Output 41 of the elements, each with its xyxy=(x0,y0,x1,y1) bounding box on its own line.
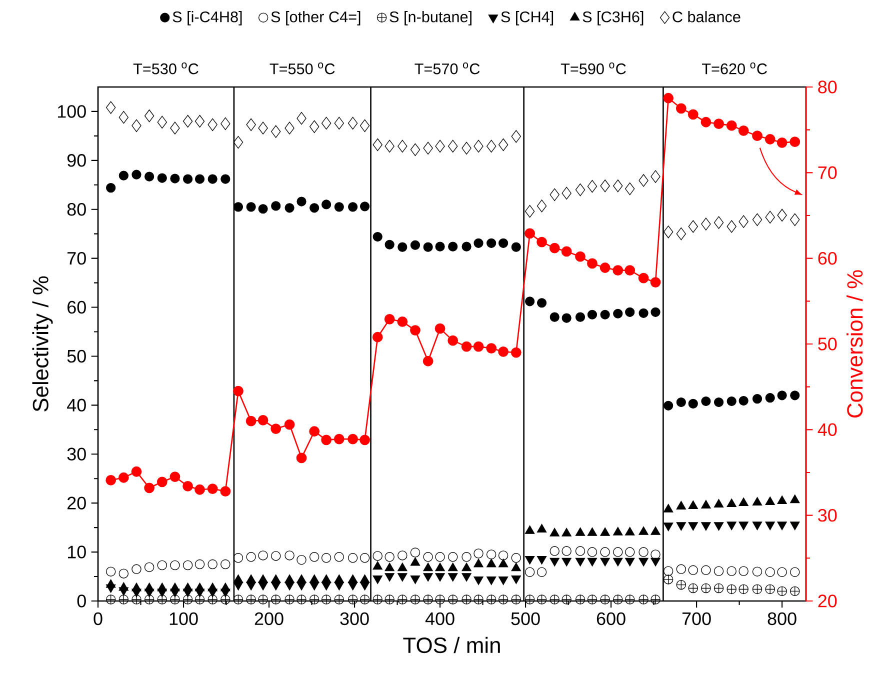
text: T=530 $^{o}$C xyxy=(133,62,198,74)
y-tick-label: 40 xyxy=(67,398,86,412)
y2-tick-label: 80 xyxy=(818,80,837,94)
y-tick-label: 80 xyxy=(67,202,86,216)
y-tick-label: 70 xyxy=(68,252,86,265)
y2-tick-label: 70 xyxy=(818,166,837,180)
x-tick-label: 200 xyxy=(254,612,284,626)
y-tick-label: 10 xyxy=(68,546,86,558)
x-axis-title: TOS / min xyxy=(403,636,500,654)
x-tick-label: 0 xyxy=(94,612,102,626)
y2-tick-label: 50 xyxy=(818,338,837,350)
legend-label: S [other C4=] xyxy=(271,11,360,26)
x-tick-label: 400 xyxy=(425,612,454,626)
legend-label: S [C3H6] xyxy=(582,11,644,26)
x-tick-label: 600 xyxy=(596,612,626,626)
text: T=620 $^{o}$C xyxy=(702,62,767,74)
x-tick-label: 800 xyxy=(768,612,796,626)
y-axis-title: Selectivity / % xyxy=(32,276,53,412)
y-tick-label: 90 xyxy=(67,154,86,167)
y2-tick-label: 30 xyxy=(818,508,837,522)
y-tick-label: 100 xyxy=(58,105,86,118)
y2-tick-label: 60 xyxy=(818,252,837,265)
text: T=550 $^{o}$C xyxy=(270,62,335,74)
legend-label: S [n-butane] xyxy=(390,11,472,26)
y-tick-label: 50 xyxy=(67,350,86,363)
y2-axis-title: Conversion / % xyxy=(846,270,863,418)
legend-label: C balance xyxy=(672,11,740,22)
x-tick-label: 700 xyxy=(682,612,711,626)
y-tick-label: 30 xyxy=(67,448,86,460)
y-tick-label: 0 xyxy=(77,594,86,608)
y2-tick-label: 40 xyxy=(818,423,837,436)
y-tick-label: 20 xyxy=(68,496,86,510)
x-tick-label: 300 xyxy=(340,612,369,626)
y2-tick-label: 20 xyxy=(818,594,837,608)
x-tick-label: 500 xyxy=(511,612,540,626)
text: T=570 $^{o}$C xyxy=(414,62,480,74)
y-tick-label: 60 xyxy=(68,300,86,314)
legend-label: S [CH4] xyxy=(501,11,554,26)
text: T=590 $^{o}$C xyxy=(560,62,626,74)
x-tick-label: 100 xyxy=(170,612,198,626)
legend-label: S [i-C4H8] xyxy=(172,11,242,26)
